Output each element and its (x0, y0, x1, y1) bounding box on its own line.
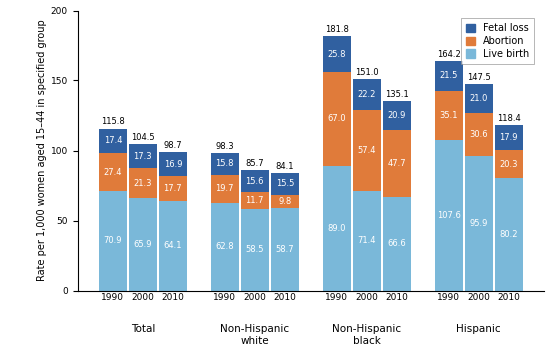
Text: 20.3: 20.3 (500, 160, 518, 168)
Text: Total: Total (130, 324, 155, 334)
Text: 17.3: 17.3 (134, 152, 152, 161)
Text: 35.1: 35.1 (440, 111, 458, 120)
Text: 58.5: 58.5 (245, 245, 264, 254)
Text: 15.5: 15.5 (276, 179, 294, 188)
Bar (465, 156, 493, 290)
Text: 89.0: 89.0 (327, 224, 346, 233)
Text: 25.8: 25.8 (327, 50, 346, 58)
Text: 30.6: 30.6 (470, 130, 488, 139)
Text: 118.4: 118.4 (497, 114, 521, 122)
Bar (241, 192, 269, 209)
Bar (211, 203, 239, 290)
Text: 135.1: 135.1 (385, 90, 408, 99)
Text: Hispanic: Hispanic (456, 324, 501, 334)
Text: 9.8: 9.8 (278, 197, 291, 206)
Bar (383, 197, 411, 290)
Bar (495, 125, 523, 150)
Text: Non-Hispanic
white: Non-Hispanic white (220, 324, 289, 346)
Text: 104.5: 104.5 (131, 133, 155, 142)
Text: 11.7: 11.7 (245, 196, 264, 205)
Text: 21.0: 21.0 (470, 94, 488, 103)
Y-axis label: Rate per 1,000 women aged 15–44 in specified group: Rate per 1,000 women aged 15–44 in speci… (37, 20, 47, 281)
Text: 17.4: 17.4 (104, 136, 122, 145)
Bar (271, 195, 299, 208)
Bar (383, 101, 411, 131)
Text: 21.3: 21.3 (134, 179, 152, 188)
Bar (465, 84, 493, 113)
Text: 17.9: 17.9 (500, 133, 518, 142)
Text: 71.4: 71.4 (357, 236, 376, 245)
Text: 70.9: 70.9 (104, 236, 122, 245)
Bar (99, 153, 127, 191)
Text: 64.1: 64.1 (164, 241, 182, 250)
Bar (465, 113, 493, 156)
Bar (159, 201, 187, 290)
Text: 62.8: 62.8 (215, 242, 234, 251)
Text: 147.5: 147.5 (467, 73, 491, 82)
Text: 22.2: 22.2 (357, 90, 376, 99)
Text: 65.9: 65.9 (134, 240, 152, 249)
Bar (99, 191, 127, 290)
Text: 84.1: 84.1 (276, 162, 294, 171)
Text: 20.9: 20.9 (387, 111, 406, 120)
Bar (99, 128, 127, 153)
Text: 57.4: 57.4 (357, 146, 376, 155)
Legend: Fetal loss, Abortion, Live birth: Fetal loss, Abortion, Live birth (461, 18, 534, 64)
Bar (129, 168, 157, 198)
Text: 17.7: 17.7 (164, 184, 182, 193)
Text: 164.2: 164.2 (437, 49, 461, 58)
Bar (241, 170, 269, 192)
Text: 95.9: 95.9 (470, 219, 488, 228)
Text: 19.7: 19.7 (215, 184, 234, 193)
Bar (435, 61, 463, 91)
Bar (211, 175, 239, 203)
Bar (495, 178, 523, 290)
Text: 80.2: 80.2 (500, 230, 518, 239)
Text: 181.8: 181.8 (325, 25, 349, 34)
Bar (159, 152, 187, 176)
Bar (353, 190, 381, 290)
Text: Non-Hispanic
black: Non-Hispanic black (332, 324, 401, 346)
Text: 98.3: 98.3 (215, 142, 234, 151)
Bar (129, 144, 157, 168)
Text: 47.7: 47.7 (387, 159, 406, 168)
Text: 67.0: 67.0 (327, 114, 346, 124)
Text: 16.9: 16.9 (164, 160, 182, 169)
Text: 15.8: 15.8 (215, 160, 234, 168)
Text: 115.8: 115.8 (101, 117, 125, 126)
Text: 107.6: 107.6 (437, 211, 461, 220)
Bar (211, 153, 239, 175)
Bar (383, 131, 411, 197)
Text: 66.6: 66.6 (387, 239, 406, 248)
Text: 98.7: 98.7 (164, 141, 182, 150)
Bar (435, 140, 463, 290)
Text: 15.6: 15.6 (245, 177, 264, 186)
Bar (241, 209, 269, 290)
Text: 85.7: 85.7 (245, 159, 264, 168)
Bar (129, 198, 157, 290)
Bar (435, 91, 463, 140)
Bar (353, 110, 381, 190)
Bar (353, 79, 381, 110)
Bar (323, 72, 351, 166)
Text: 27.4: 27.4 (104, 168, 122, 176)
Bar (323, 36, 351, 72)
Text: 58.7: 58.7 (275, 245, 294, 254)
Text: 151.0: 151.0 (355, 68, 379, 77)
Bar (323, 166, 351, 290)
Bar (159, 176, 187, 201)
Bar (271, 173, 299, 195)
Bar (495, 150, 523, 178)
Text: 21.5: 21.5 (440, 71, 458, 80)
Bar (271, 208, 299, 290)
